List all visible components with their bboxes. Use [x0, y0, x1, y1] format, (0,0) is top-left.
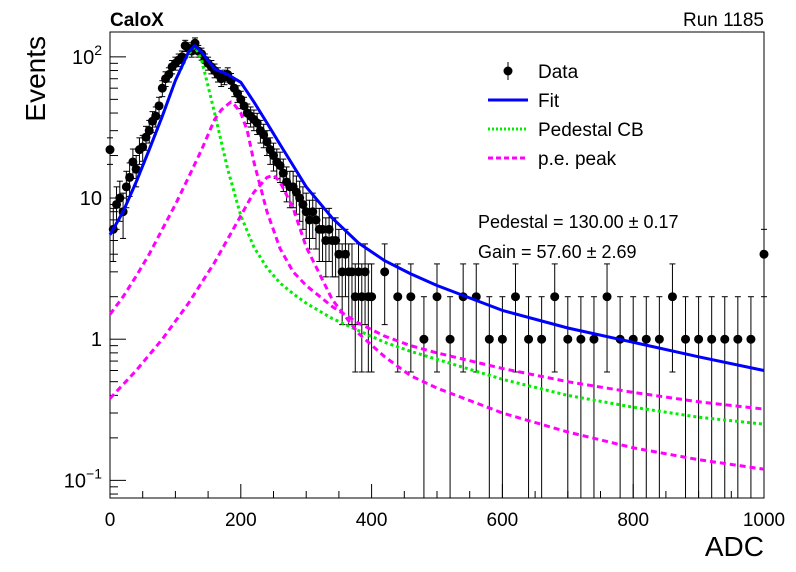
x-tick-label: 0 [105, 510, 116, 531]
run-label: Run 1185 [683, 10, 764, 31]
data-point [151, 111, 161, 121]
data-point [157, 83, 167, 93]
data-point [128, 157, 138, 167]
x-tick-label: 400 [356, 510, 388, 531]
data-point [298, 199, 308, 209]
y-tick-label: 102 [72, 42, 102, 69]
data-point [759, 249, 769, 259]
gain-stat: Gain = 57.60 ± 2.69 [478, 242, 637, 262]
series-line-p-e-peak [108, 100, 765, 411]
data-point [563, 334, 573, 344]
legend-label: p.e. peak [538, 149, 617, 170]
legend-marker-data [503, 66, 513, 76]
data-point [278, 168, 288, 178]
data-point [259, 130, 269, 140]
data-point [360, 267, 370, 277]
data-point [367, 292, 377, 302]
data-point [510, 292, 520, 302]
pedestal-stat: Pedestal = 130.00 ± 0.17 [478, 212, 679, 232]
data-point [164, 69, 174, 79]
data-point [154, 101, 164, 111]
data-point [484, 334, 494, 344]
y-tick-label: 1 [91, 329, 102, 351]
data-point [537, 334, 547, 344]
data-point [393, 292, 403, 302]
data-point [550, 292, 560, 302]
experiment-label: CaloX [110, 10, 164, 31]
data-point [347, 267, 357, 277]
data-point [275, 160, 285, 170]
data-point [524, 334, 534, 344]
series-line-p-e-peak [108, 173, 765, 471]
data-point [334, 249, 344, 259]
data-point [576, 334, 586, 344]
y-tick-label: 10−1 [64, 465, 102, 492]
data-point [406, 292, 416, 302]
data-point [497, 334, 507, 344]
data-point [308, 207, 318, 217]
series-line-pedestal-cb [108, 45, 765, 426]
data-point [707, 334, 717, 344]
data-point [115, 193, 125, 203]
data-point [589, 334, 599, 344]
x-axis-label: ADC [705, 531, 764, 562]
series-line-fit [108, 44, 765, 372]
legend: Data Fit Pedestal CB p.e. peak [488, 62, 644, 170]
data-point [138, 142, 148, 152]
data-point [733, 334, 743, 344]
data-point [354, 267, 364, 277]
data-point [419, 334, 429, 344]
data-point [324, 224, 334, 234]
data-point [262, 137, 272, 147]
data-points [105, 37, 769, 499]
data-point [694, 334, 704, 344]
data-point [311, 215, 321, 225]
y-tick-label: 10 [80, 188, 102, 210]
y-axis-label: Events [20, 36, 51, 122]
x-tick-label: 1000 [743, 510, 785, 531]
data-point [121, 182, 131, 192]
data-point [304, 215, 314, 225]
data-point [357, 292, 367, 302]
data-point [654, 334, 664, 344]
data-point [321, 236, 331, 246]
data-point [445, 334, 455, 344]
data-point [340, 249, 350, 259]
legend-label: Pedestal CB [538, 120, 644, 141]
data-point [131, 164, 141, 174]
data-point [337, 267, 347, 277]
x-tick-label: 200 [225, 510, 257, 531]
x-tick-label: 800 [617, 510, 649, 531]
legend-label: Fit [538, 91, 560, 112]
data-point [125, 172, 135, 182]
data-point [380, 267, 390, 277]
data-point [105, 145, 115, 155]
data-point [331, 236, 341, 246]
data-point [667, 292, 677, 302]
data-point [746, 334, 756, 344]
data-point [720, 334, 730, 344]
data-point [318, 224, 328, 234]
data-point [681, 334, 691, 344]
legend-label: Data [538, 62, 579, 83]
data-point [641, 334, 651, 344]
data-point [301, 207, 311, 217]
data-point [432, 292, 442, 302]
fit-curves [108, 44, 765, 471]
x-axis: 0 200 400 600 800 1000 [105, 484, 785, 531]
y-axis: 102 10 1 10−1 [64, 42, 126, 495]
x-tick-label: 600 [487, 510, 519, 531]
data-point [602, 292, 612, 302]
data-point [350, 292, 360, 302]
